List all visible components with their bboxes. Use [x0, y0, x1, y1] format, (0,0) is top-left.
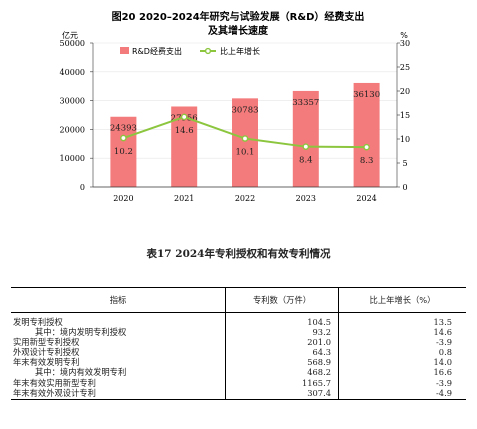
bar-label-2022: 30783 — [231, 105, 258, 115]
row-patent-count: 93.2 — [225, 327, 339, 338]
growth-label-2023: 8.4 — [299, 156, 313, 166]
x-tick-label: 2021 — [174, 194, 194, 203]
bar-series: 2439327956307833335736130 — [110, 82, 380, 187]
y-tick-label: 20000 — [60, 125, 85, 134]
x-axis-ticks: 2020 2021 2022 2023 2024 — [113, 194, 377, 203]
patent-table: 指标 专利数（万件） 比上年增长（%） 发明专利授权 104.5 13.5 其中：境内… — [11, 287, 466, 400]
row-growth: -3.9 — [436, 337, 452, 348]
bar-label-2024: 36130 — [353, 90, 380, 100]
growth-label-2021: 14.6 — [175, 126, 194, 136]
row-label: 外观设计专利授权 — [11, 347, 226, 358]
growth-point-2021 — [180, 113, 188, 121]
row-patent-count: 64.3 — [225, 347, 339, 358]
row-growth: 0.8 — [438, 347, 452, 358]
x-tick-label: 2023 — [296, 194, 316, 203]
bar-2020 — [110, 116, 137, 187]
legend-line-marker — [204, 47, 212, 55]
x-tick-label: 2024 — [356, 194, 376, 203]
bar-2024 — [353, 82, 380, 187]
legend-bar-swatch — [120, 47, 129, 54]
table-row: 发明专利授权 104.5 13.5 — [11, 312, 466, 328]
left-axis-unit: 亿元 — [62, 30, 78, 40]
growth-point-2023 — [302, 143, 310, 150]
row-growth: 16.6 — [433, 367, 452, 378]
y2-axis-ticks: 0 5 10 15 20 25 30 — [397, 39, 410, 192]
row-patent-count: 201.0 — [225, 337, 339, 348]
row-label: 实用新型专利授权 — [11, 337, 226, 348]
table-row: 其中：境内有效发明专利 468.2 16.6 — [11, 367, 466, 378]
chart-title-line1: 图20 2020–2024年研究与试验发展（R&D）经费支出 — [112, 10, 365, 23]
y-tick-label: 50000 — [60, 39, 85, 48]
growth-point-2022 — [241, 135, 249, 142]
y-tick-label: 0 — [80, 183, 85, 192]
table-header-row: 指标 专利数（万件） 比上年增长（%） — [11, 287, 466, 313]
y-tick-label: 40000 — [60, 68, 85, 77]
row-patent-count: 307.4 — [225, 387, 339, 400]
x-tick-label: 2020 — [113, 194, 133, 203]
row-growth: -4.9 — [338, 387, 466, 400]
y2-tick-label: 5 — [402, 159, 407, 168]
line-series: 10.2 14.6 10.1 8.4 8.3 — [114, 113, 374, 166]
row-patent-count: 1165.7 — [225, 377, 339, 388]
y-axis-ticks: 0 10000 20000 30000 40000 50000 — [60, 39, 93, 192]
growth-label-2020: 10.2 — [114, 147, 133, 157]
y2-tick-label: 15 — [400, 111, 410, 120]
table-row: 年末有效发明专利 568.9 14.0 — [11, 357, 466, 368]
legend-bar-label: R&D经费支出 — [132, 46, 182, 56]
chart-title-line2: 及其增长速度 — [208, 24, 269, 37]
row-label: 其中：境内发明专利授权 — [11, 327, 226, 338]
row-label: 发明专利授权 — [11, 312, 226, 328]
bar-label-2023: 33357 — [292, 98, 319, 108]
table-row: 外观设计专利授权 64.3 0.8 — [11, 347, 466, 358]
x-tick-label: 2022 — [235, 194, 255, 203]
y2-tick-label: 30 — [400, 39, 410, 48]
y2-tick-label: 20 — [400, 87, 410, 96]
y2-tick-label: 10 — [400, 135, 410, 144]
row-label: 其中：境内有效发明专利 — [11, 367, 226, 378]
right-axis-unit: % — [400, 31, 408, 40]
growth-label-2022: 10.1 — [236, 148, 255, 158]
bar-2023 — [292, 90, 319, 187]
growth-point-2020 — [120, 134, 127, 142]
rd-expenditure-chart: 图20 2020–2024年研究与试验发展（R&D）经费支出 及其增长速度 亿元… — [60, 10, 411, 203]
row-label: 年末有效实用新型专利 — [11, 377, 226, 388]
row-patent-count: 568.9 — [225, 357, 339, 368]
row-label: 年末有效发明专利 — [11, 357, 226, 368]
y-tick-label: 30000 — [60, 97, 85, 106]
row-growth: 14.0 — [433, 357, 452, 368]
table-row: 年末有效实用新型专利 1165.7 -3.9 — [11, 377, 466, 388]
row-patent-count: 468.2 — [225, 367, 339, 378]
growth-point-2024 — [363, 143, 370, 151]
legend-line-label: 比上年增长 — [220, 46, 260, 56]
y-tick-label: 10000 — [60, 154, 85, 163]
growth-label-2024: 8.3 — [360, 156, 374, 166]
header-growth: 比上年增长（%） — [338, 287, 466, 313]
row-growth: -3.9 — [436, 377, 452, 388]
table-row: 年末有效外观设计专利 307.4 -4.9 — [11, 387, 466, 400]
y2-tick-label: 25 — [400, 63, 410, 72]
row-growth: 13.5 — [433, 317, 452, 327]
table-body: 发明专利授权 104.5 13.5 其中：境内发明专利授权 93.2 14.6 实用新型专利… — [11, 312, 466, 400]
y2-tick-label: 0 — [402, 183, 407, 192]
table-row: 实用新型专利授权 201.0 -3.9 — [11, 337, 466, 348]
header-patent-count: 专利数（万件） — [225, 287, 339, 313]
bar-label-2020: 24393 — [110, 124, 137, 134]
table-title: 表17 2024年专利授权和有效专利情况 — [146, 248, 331, 260]
row-label: 年末有效外观设计专利 — [11, 387, 226, 400]
row-patent-count: 104.5 — [225, 312, 339, 328]
bar-2022 — [232, 98, 258, 187]
legend: R&D经费支出 比上年增长 — [120, 46, 260, 56]
header-indicator: 指标 — [11, 287, 226, 313]
row-growth: 14.6 — [433, 327, 452, 338]
table-row: 其中：境内发明专利授权 93.2 14.6 — [11, 327, 466, 338]
